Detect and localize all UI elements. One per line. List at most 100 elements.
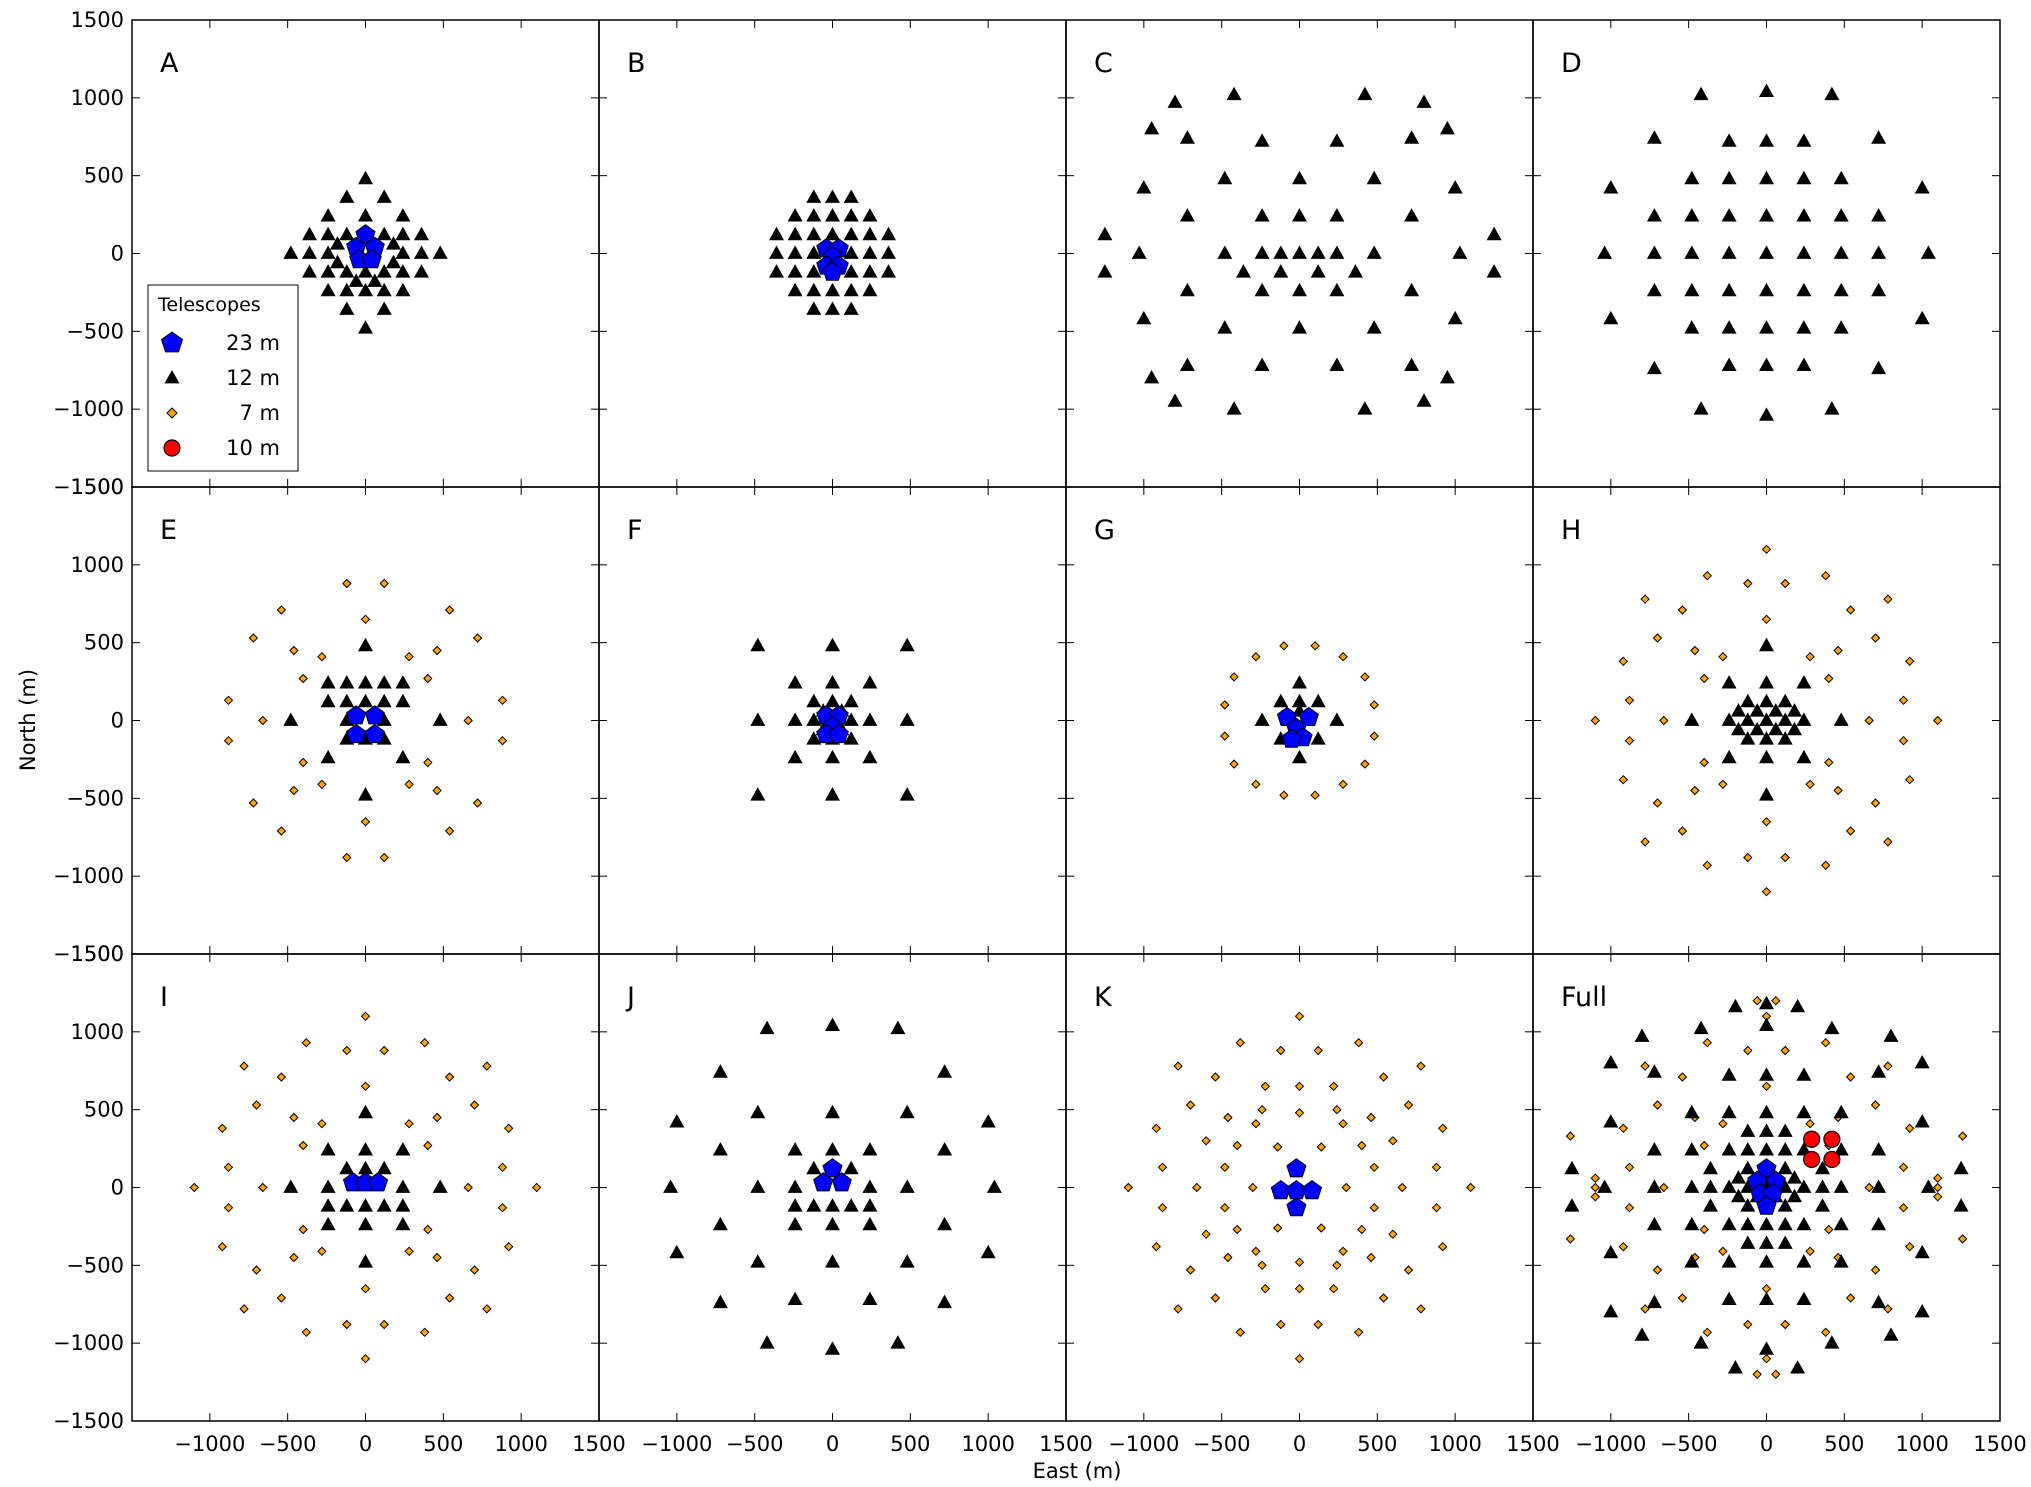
marker-12m-point [669, 1114, 685, 1128]
marker-23m-point [346, 723, 367, 744]
marker-7m-point [1210, 1072, 1221, 1082]
x-tick-label: 0 [1293, 1432, 1306, 1456]
marker-7m-point [1565, 1131, 1576, 1141]
marker-12m-point [1796, 1142, 1812, 1156]
marker-12m-point [1740, 1160, 1756, 1175]
marker-23m-point [1756, 1158, 1777, 1178]
marker-7m-point [1761, 886, 1772, 897]
legend: Telescopes 23 m 12 m 7 m 10 m [147, 284, 299, 472]
marker-12m-point [320, 282, 336, 297]
marker-12m-point [357, 637, 374, 652]
marker-7m-point [1904, 1241, 1915, 1252]
marker-12m-point [787, 282, 803, 297]
marker-7m-point [217, 1241, 228, 1252]
marker-7m-point [1369, 1202, 1379, 1213]
marker-7m-point [276, 1072, 287, 1082]
marker-7m-point [360, 614, 371, 625]
marker-12m-point [1920, 245, 1936, 259]
x-tick-label: −500 [1193, 1432, 1251, 1456]
marker-12m-point [824, 749, 841, 764]
marker-7m-point [1366, 1252, 1376, 1263]
marker-7m-point [1898, 735, 1909, 746]
marker-12m-point [862, 749, 878, 764]
marker-12m-point [787, 264, 803, 278]
marker-12m-point [1329, 133, 1345, 147]
marker-12m-point [395, 282, 411, 297]
x-axis-ticks: −1000 −500 0 500 1000 1500 −1000 −500 0 500 1000 15… [174, 1432, 2026, 1456]
marker-12m-point [712, 1216, 728, 1231]
marker-12m-point [1833, 170, 1849, 185]
marker-7m-point [317, 1118, 327, 1129]
marker-7m-point [1338, 779, 1348, 790]
marker-7m-point [1590, 1173, 1601, 1183]
marker-7m-point [289, 1112, 299, 1123]
marker-12m-point [1603, 310, 1619, 325]
marker-12m-point [329, 236, 346, 250]
marker-12m-point [1646, 282, 1662, 297]
marker-12m-point [1702, 1198, 1719, 1212]
y-tick-label: 0 [111, 242, 124, 266]
marker-7m-point [1403, 1265, 1414, 1275]
marker-12m-point [395, 226, 411, 241]
marker-7m-point [1465, 1182, 1476, 1193]
marker-7m-point [251, 1100, 262, 1110]
marker-12m-point [1758, 357, 1775, 372]
marker-12m-point [843, 189, 859, 203]
y-tick-label: −500 [66, 786, 124, 810]
marker-12m-point [1131, 245, 1147, 259]
panel-K: K [1065, 953, 1534, 1422]
marker-12m-point [376, 693, 392, 708]
marker-12m-point [750, 1254, 766, 1268]
marker-7m-point [1957, 1131, 1968, 1141]
marker-7m-point [1369, 731, 1379, 741]
marker-7m-point [482, 1304, 492, 1314]
marker-12m-point [367, 273, 383, 287]
marker-12m-point [843, 208, 859, 222]
marker-12m-point [1646, 208, 1662, 222]
marker-12m-point [357, 675, 374, 689]
marker-7m-point [1220, 731, 1230, 741]
marker-12m-point [862, 1179, 878, 1193]
marker-12m-point [1447, 310, 1463, 325]
marker-7m-point [1864, 715, 1874, 726]
panel-B: B [598, 19, 1067, 488]
marker-12m-point [1136, 310, 1152, 325]
marker-7m-point [1805, 1118, 1815, 1129]
marker-12m-point [339, 226, 355, 241]
marker-7m-point [1659, 1182, 1669, 1193]
marker-12m-point [1357, 86, 1373, 101]
marker-12m-point [824, 787, 841, 801]
marker-7m-point [379, 578, 389, 589]
marker-7m-point [1294, 1081, 1305, 1092]
marker-7m-point [432, 1112, 442, 1123]
marker-7m-point [1845, 826, 1856, 836]
marker-7m-point [317, 651, 327, 662]
marker-7m-point [289, 785, 299, 796]
marker-12m-point [806, 189, 822, 203]
y-tick-label: 1500 [71, 942, 124, 966]
marker-12m-point [1646, 360, 1662, 375]
marker-7m-point [432, 785, 442, 796]
marker-7m-point [1743, 578, 1753, 589]
marker-12m-point [1404, 357, 1420, 372]
marker-12m-point [1871, 1179, 1887, 1193]
marker-7m-point [1173, 1304, 1183, 1314]
marker-12m-point [376, 264, 392, 278]
marker-7m-point [419, 1037, 430, 1048]
marker-7m-point [1699, 1140, 1709, 1151]
marker-12m-point [1727, 998, 1743, 1013]
y-tick-label: 500 [84, 1098, 124, 1122]
marker-12m-point [824, 693, 841, 708]
marker-7m-point [1624, 1202, 1635, 1213]
marker-23m-point [1286, 1158, 1307, 1178]
marker-12m-point [376, 1198, 392, 1212]
marker-12m-point [283, 712, 299, 726]
marker-12m-point [1291, 245, 1308, 259]
marker-12m-point [413, 264, 430, 278]
marker-12m-point [1740, 693, 1756, 708]
marker-12m-point [1634, 1028, 1650, 1042]
marker-7m-point [317, 779, 327, 790]
marker-12m-point [1730, 703, 1747, 717]
marker-12m-point [1777, 1216, 1793, 1231]
marker-12m-point [1144, 120, 1160, 135]
